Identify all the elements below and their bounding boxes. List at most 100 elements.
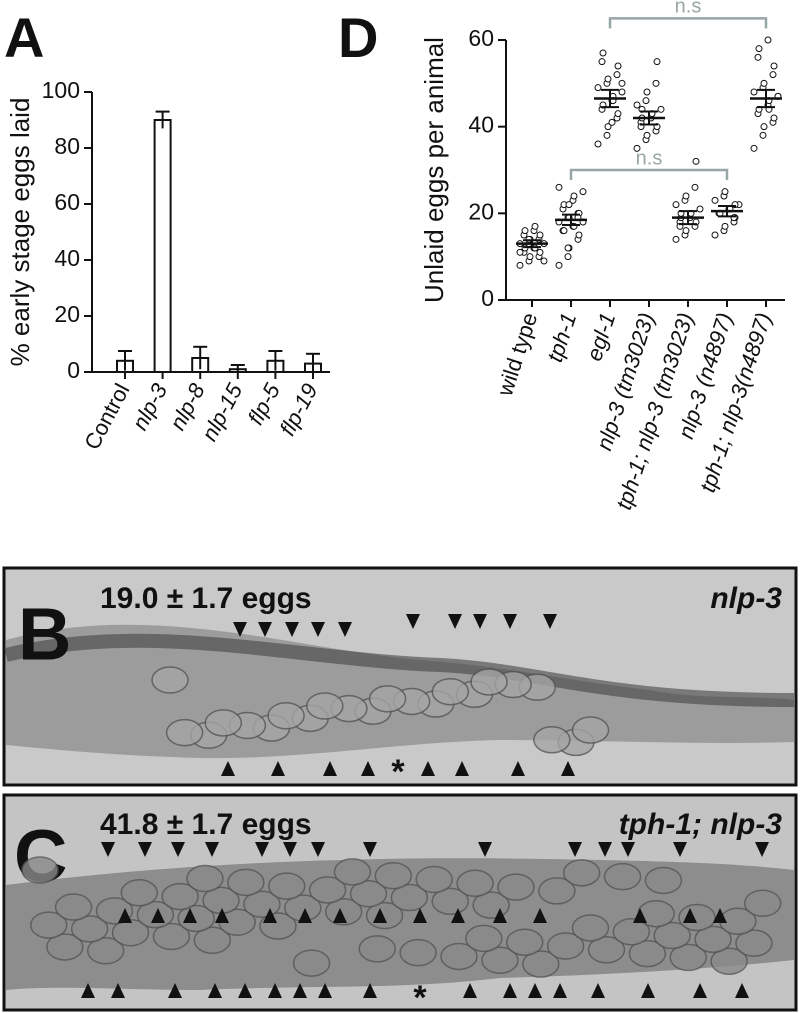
bar bbox=[153, 119, 172, 373]
data-point bbox=[633, 101, 641, 109]
embryo bbox=[562, 859, 601, 887]
arrowhead bbox=[111, 983, 125, 998]
x-tick-label: flp-19 bbox=[275, 379, 323, 439]
data-point bbox=[696, 205, 704, 213]
arrowhead bbox=[333, 908, 347, 923]
arrowhead bbox=[451, 908, 465, 923]
error-bar bbox=[523, 239, 541, 249]
arrowhead bbox=[673, 842, 687, 857]
data-point bbox=[618, 88, 626, 96]
embryo bbox=[306, 692, 344, 720]
data-point bbox=[536, 248, 544, 256]
arrowhead bbox=[361, 761, 375, 776]
embryo bbox=[497, 873, 535, 901]
data-point bbox=[614, 110, 622, 118]
embryo bbox=[538, 877, 576, 905]
data-point bbox=[579, 188, 587, 196]
y-tick-label: 40 bbox=[54, 245, 80, 271]
arrowhead bbox=[298, 908, 312, 923]
data-point bbox=[598, 58, 606, 66]
embryo bbox=[415, 865, 453, 894]
significance-bracket bbox=[608, 17, 768, 29]
embryo bbox=[440, 942, 478, 971]
embryo bbox=[431, 887, 470, 916]
y-tick-label: 0 bbox=[67, 357, 80, 383]
significance-bracket bbox=[569, 168, 729, 180]
embryo bbox=[358, 935, 397, 963]
embryo bbox=[152, 922, 191, 951]
embryo bbox=[678, 903, 716, 932]
vulva-marker: * bbox=[391, 753, 405, 791]
y-tick-label: 60 bbox=[54, 189, 80, 215]
y-tick-label: 40 bbox=[468, 112, 494, 138]
arrowhead bbox=[621, 842, 635, 857]
data-point bbox=[692, 157, 700, 165]
embryo bbox=[161, 882, 199, 911]
micrograph: 19.0 ± 1.7 eggs nlp-3 B * bbox=[2, 566, 798, 791]
data-point bbox=[750, 144, 758, 152]
x-tick-label: tph-1 bbox=[542, 310, 581, 365]
data-point bbox=[760, 123, 768, 131]
embryo bbox=[612, 918, 651, 946]
x-tick-label: Control bbox=[79, 379, 134, 453]
embryo bbox=[368, 685, 407, 713]
embryo bbox=[743, 889, 782, 917]
embryo bbox=[165, 718, 204, 747]
arrowhead bbox=[271, 761, 285, 776]
embryo bbox=[186, 864, 224, 893]
embryo bbox=[628, 939, 667, 968]
embryo bbox=[431, 677, 470, 706]
data-point bbox=[764, 36, 772, 44]
embryo bbox=[267, 872, 306, 900]
embryo bbox=[456, 869, 494, 898]
embryo bbox=[571, 716, 610, 744]
data-point bbox=[564, 244, 572, 252]
arrowhead bbox=[683, 908, 697, 923]
egg-count: 41.8 ± 1.7 eggs bbox=[100, 808, 312, 841]
embryo bbox=[505, 928, 544, 956]
error-bar bbox=[640, 110, 658, 126]
data-point bbox=[770, 62, 778, 70]
embryo bbox=[374, 861, 413, 890]
data-point bbox=[618, 79, 626, 87]
arrowhead bbox=[511, 761, 525, 776]
arrowhead bbox=[255, 842, 269, 857]
error-bar bbox=[118, 350, 132, 371]
data-point bbox=[536, 231, 544, 239]
embryo bbox=[111, 918, 150, 947]
egg-count: 19.0 ± 1.7 eggs bbox=[100, 582, 312, 615]
panel-label: A bbox=[4, 6, 44, 69]
arrowhead bbox=[503, 614, 517, 629]
embryo bbox=[533, 726, 571, 754]
arrowhead bbox=[238, 983, 252, 998]
arrowhead bbox=[81, 983, 95, 998]
error-bar bbox=[268, 350, 283, 371]
embryo bbox=[644, 866, 683, 895]
arrowhead bbox=[533, 908, 547, 923]
arrowhead bbox=[463, 983, 477, 998]
arrowhead bbox=[528, 983, 542, 998]
arrowhead bbox=[406, 614, 420, 629]
embryo bbox=[587, 936, 626, 964]
arrowhead bbox=[493, 908, 507, 923]
data-point bbox=[691, 183, 699, 191]
embryo bbox=[227, 868, 265, 897]
arrowhead bbox=[553, 983, 567, 998]
arrowhead bbox=[561, 761, 575, 776]
embryo bbox=[86, 937, 125, 965]
embryo bbox=[324, 898, 363, 926]
panel-label: C bbox=[14, 815, 67, 898]
data-point bbox=[516, 248, 524, 256]
arrowhead bbox=[183, 908, 197, 923]
embryo bbox=[70, 915, 109, 943]
data-point bbox=[594, 84, 602, 92]
vulva-marker: * bbox=[413, 979, 427, 1013]
embryo bbox=[54, 893, 93, 921]
embryo bbox=[465, 924, 503, 953]
arrowhead bbox=[318, 983, 332, 998]
data-point bbox=[682, 192, 690, 200]
arrowhead bbox=[208, 983, 222, 998]
embryo bbox=[481, 946, 519, 974]
embryo bbox=[669, 943, 707, 972]
